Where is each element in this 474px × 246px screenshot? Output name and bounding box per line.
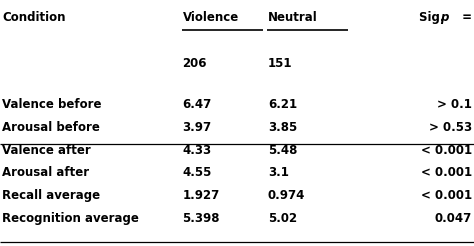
Text: Condition: Condition: [2, 11, 66, 24]
Text: 151: 151: [268, 57, 292, 70]
Text: Recognition average: Recognition average: [2, 212, 139, 225]
Text: < 0.001: < 0.001: [420, 144, 472, 157]
Text: 3.85: 3.85: [268, 121, 297, 134]
Text: 0.974: 0.974: [268, 189, 305, 202]
Text: > 0.1: > 0.1: [437, 98, 472, 111]
Text: Neutral: Neutral: [268, 11, 318, 24]
Text: Valence after: Valence after: [2, 144, 91, 157]
Text: 4.33: 4.33: [182, 144, 211, 157]
Text: > 0.53: > 0.53: [428, 121, 472, 134]
Text: 4.55: 4.55: [182, 166, 212, 179]
Text: 6.21: 6.21: [268, 98, 297, 111]
Text: Sig.: Sig.: [419, 11, 449, 24]
Text: Arousal after: Arousal after: [2, 166, 90, 179]
Text: < 0.001: < 0.001: [420, 189, 472, 202]
Text: 3.1: 3.1: [268, 166, 289, 179]
Text: Violence: Violence: [182, 11, 239, 24]
Text: p: p: [440, 11, 449, 24]
Text: 5.48: 5.48: [268, 144, 297, 157]
Text: 3.97: 3.97: [182, 121, 211, 134]
Text: 6.47: 6.47: [182, 98, 212, 111]
Text: 5.02: 5.02: [268, 212, 297, 225]
Text: < 0.001: < 0.001: [420, 166, 472, 179]
Text: =: =: [457, 11, 472, 24]
Text: 206: 206: [182, 57, 207, 70]
Text: 1.927: 1.927: [182, 189, 220, 202]
Text: Recall average: Recall average: [2, 189, 100, 202]
Text: 5.398: 5.398: [182, 212, 220, 225]
Text: 0.047: 0.047: [434, 212, 472, 225]
Text: Arousal before: Arousal before: [2, 121, 100, 134]
Text: Valence before: Valence before: [2, 98, 102, 111]
